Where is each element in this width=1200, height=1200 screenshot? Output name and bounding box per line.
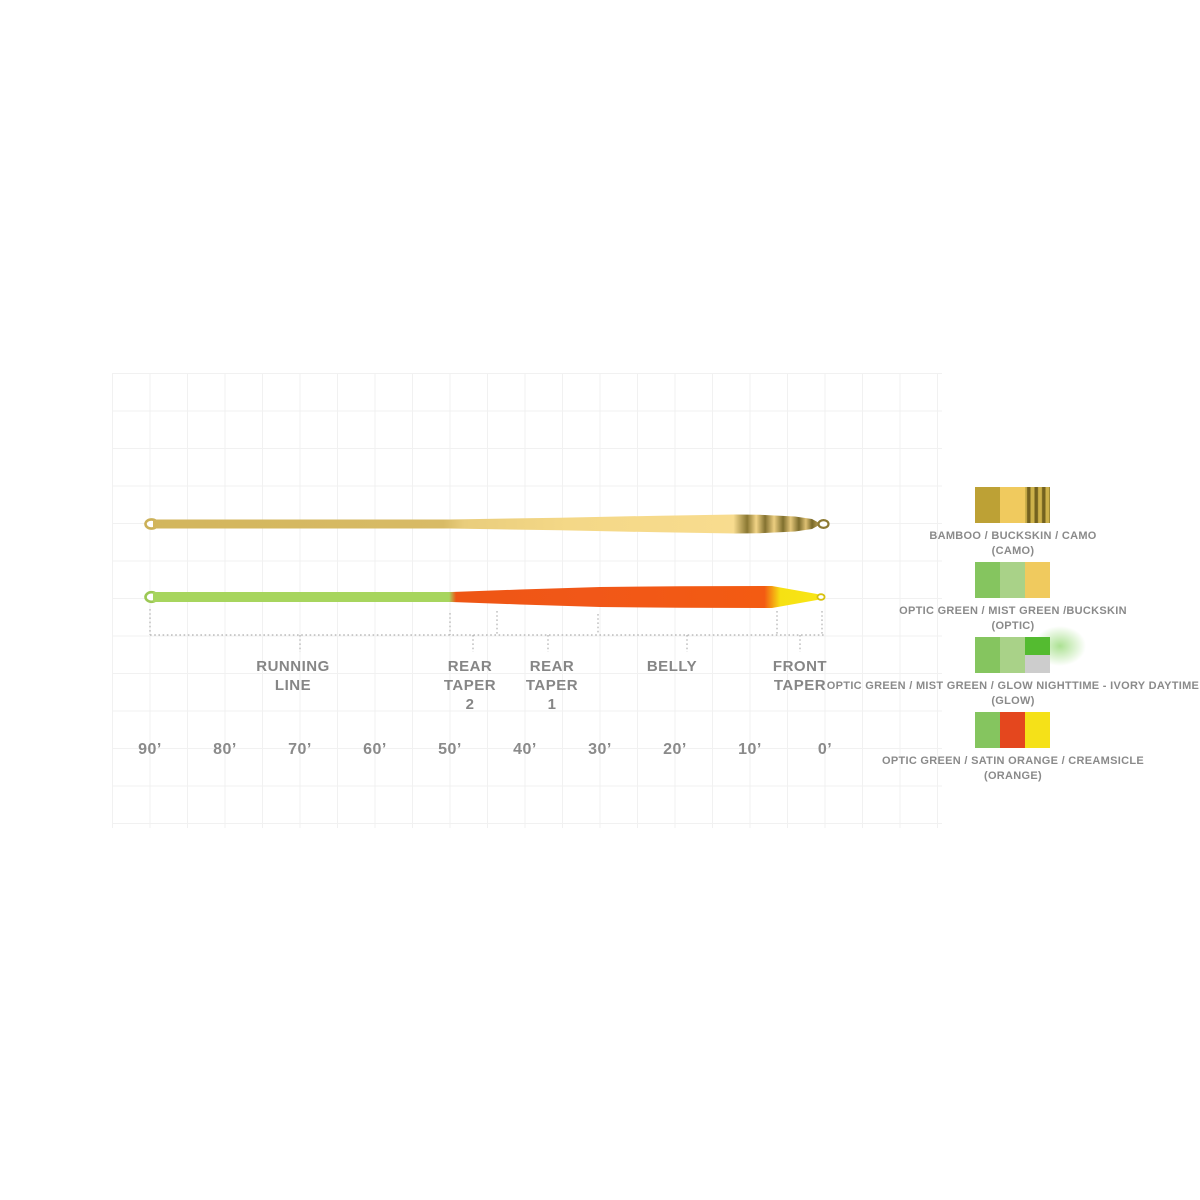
swatch-buckskin — [1000, 487, 1025, 523]
distance-tick-60: 60’ — [363, 741, 387, 758]
distance-tick-90: 90’ — [138, 741, 162, 758]
distance-tick-40: 40’ — [513, 741, 537, 758]
legend-variant-optic: (OPTIC) — [991, 620, 1035, 632]
distance-tick-0: 0’ — [817, 741, 833, 758]
swatch-glow-ivory — [1025, 637, 1050, 673]
swatch-buckskin — [1025, 562, 1050, 598]
orange-line-tip-loop — [816, 593, 826, 601]
distance-tick-70: 70’ — [288, 741, 312, 758]
legend-label-camo: BAMBOO / BUCKSKIN / CAMO — [929, 530, 1097, 542]
camo-line-tip-loop — [817, 519, 830, 530]
distance-tick-80: 80’ — [213, 741, 237, 758]
distance-tick-10: 10’ — [738, 741, 762, 758]
legend-label-glow: OPTIC GREEN / MIST GREEN / GLOW NIGHTTIM… — [826, 680, 1200, 692]
legend-group-orange — [975, 712, 1050, 748]
swatch-optic-green — [975, 637, 1000, 673]
swatch-mist-green — [1000, 562, 1025, 598]
section-label-front-taper: FRONT TAPER — [772, 658, 828, 694]
distance-tick-30: 30’ — [588, 741, 612, 758]
orange-line-body — [153, 586, 823, 608]
fly-line-camo — [144, 514, 830, 534]
swatch-optic-green — [975, 712, 1000, 748]
legend-variant-orange: (ORANGE) — [983, 770, 1043, 782]
legend-group-optic — [975, 562, 1050, 598]
legend-group-camo — [975, 487, 1050, 523]
legend-variant-glow: (GLOW) — [991, 695, 1035, 707]
fly-line-orange — [144, 586, 826, 608]
swatch-bamboo — [975, 487, 1000, 523]
swatch-mist-green — [1000, 637, 1025, 673]
swatch-satin-orange — [1000, 712, 1025, 748]
section-label-belly: BELLY — [646, 658, 698, 675]
swatch-ivory-daytime — [1025, 655, 1050, 673]
dimension-bracket — [149, 609, 825, 652]
distance-tick-50: 50’ — [438, 741, 462, 758]
section-label-running-line: RUNNING LINE — [256, 658, 330, 694]
swatch-glow-nighttime — [1025, 637, 1050, 655]
legend-group-glow — [975, 637, 1050, 673]
distance-tick-20: 20’ — [663, 741, 687, 758]
legend-label-orange: OPTIC GREEN / SATIN ORANGE / CREAMSICLE — [881, 755, 1145, 767]
section-label-rear-taper-1: REAR TAPER 1 — [525, 658, 579, 713]
section-label-rear-taper-2: REAR TAPER 2 — [443, 658, 497, 713]
camo-line-body — [153, 514, 821, 534]
swatch-optic-green — [975, 562, 1000, 598]
swatch-camo — [1025, 487, 1050, 523]
swatch-creamsicle — [1025, 712, 1050, 748]
legend-variant-camo: (CAMO) — [991, 545, 1035, 557]
legend-label-optic: OPTIC GREEN / MIST GREEN /BUCKSKIN — [899, 605, 1127, 617]
